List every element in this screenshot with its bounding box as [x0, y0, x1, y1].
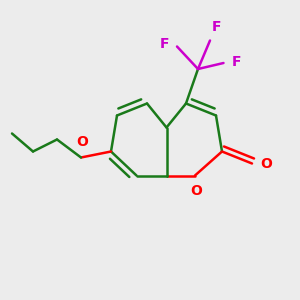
- Text: F: F: [232, 55, 242, 68]
- Text: F: F: [212, 20, 221, 34]
- Text: O: O: [260, 157, 272, 170]
- Text: O: O: [190, 184, 202, 198]
- Text: O: O: [76, 135, 88, 149]
- Text: F: F: [160, 37, 169, 51]
